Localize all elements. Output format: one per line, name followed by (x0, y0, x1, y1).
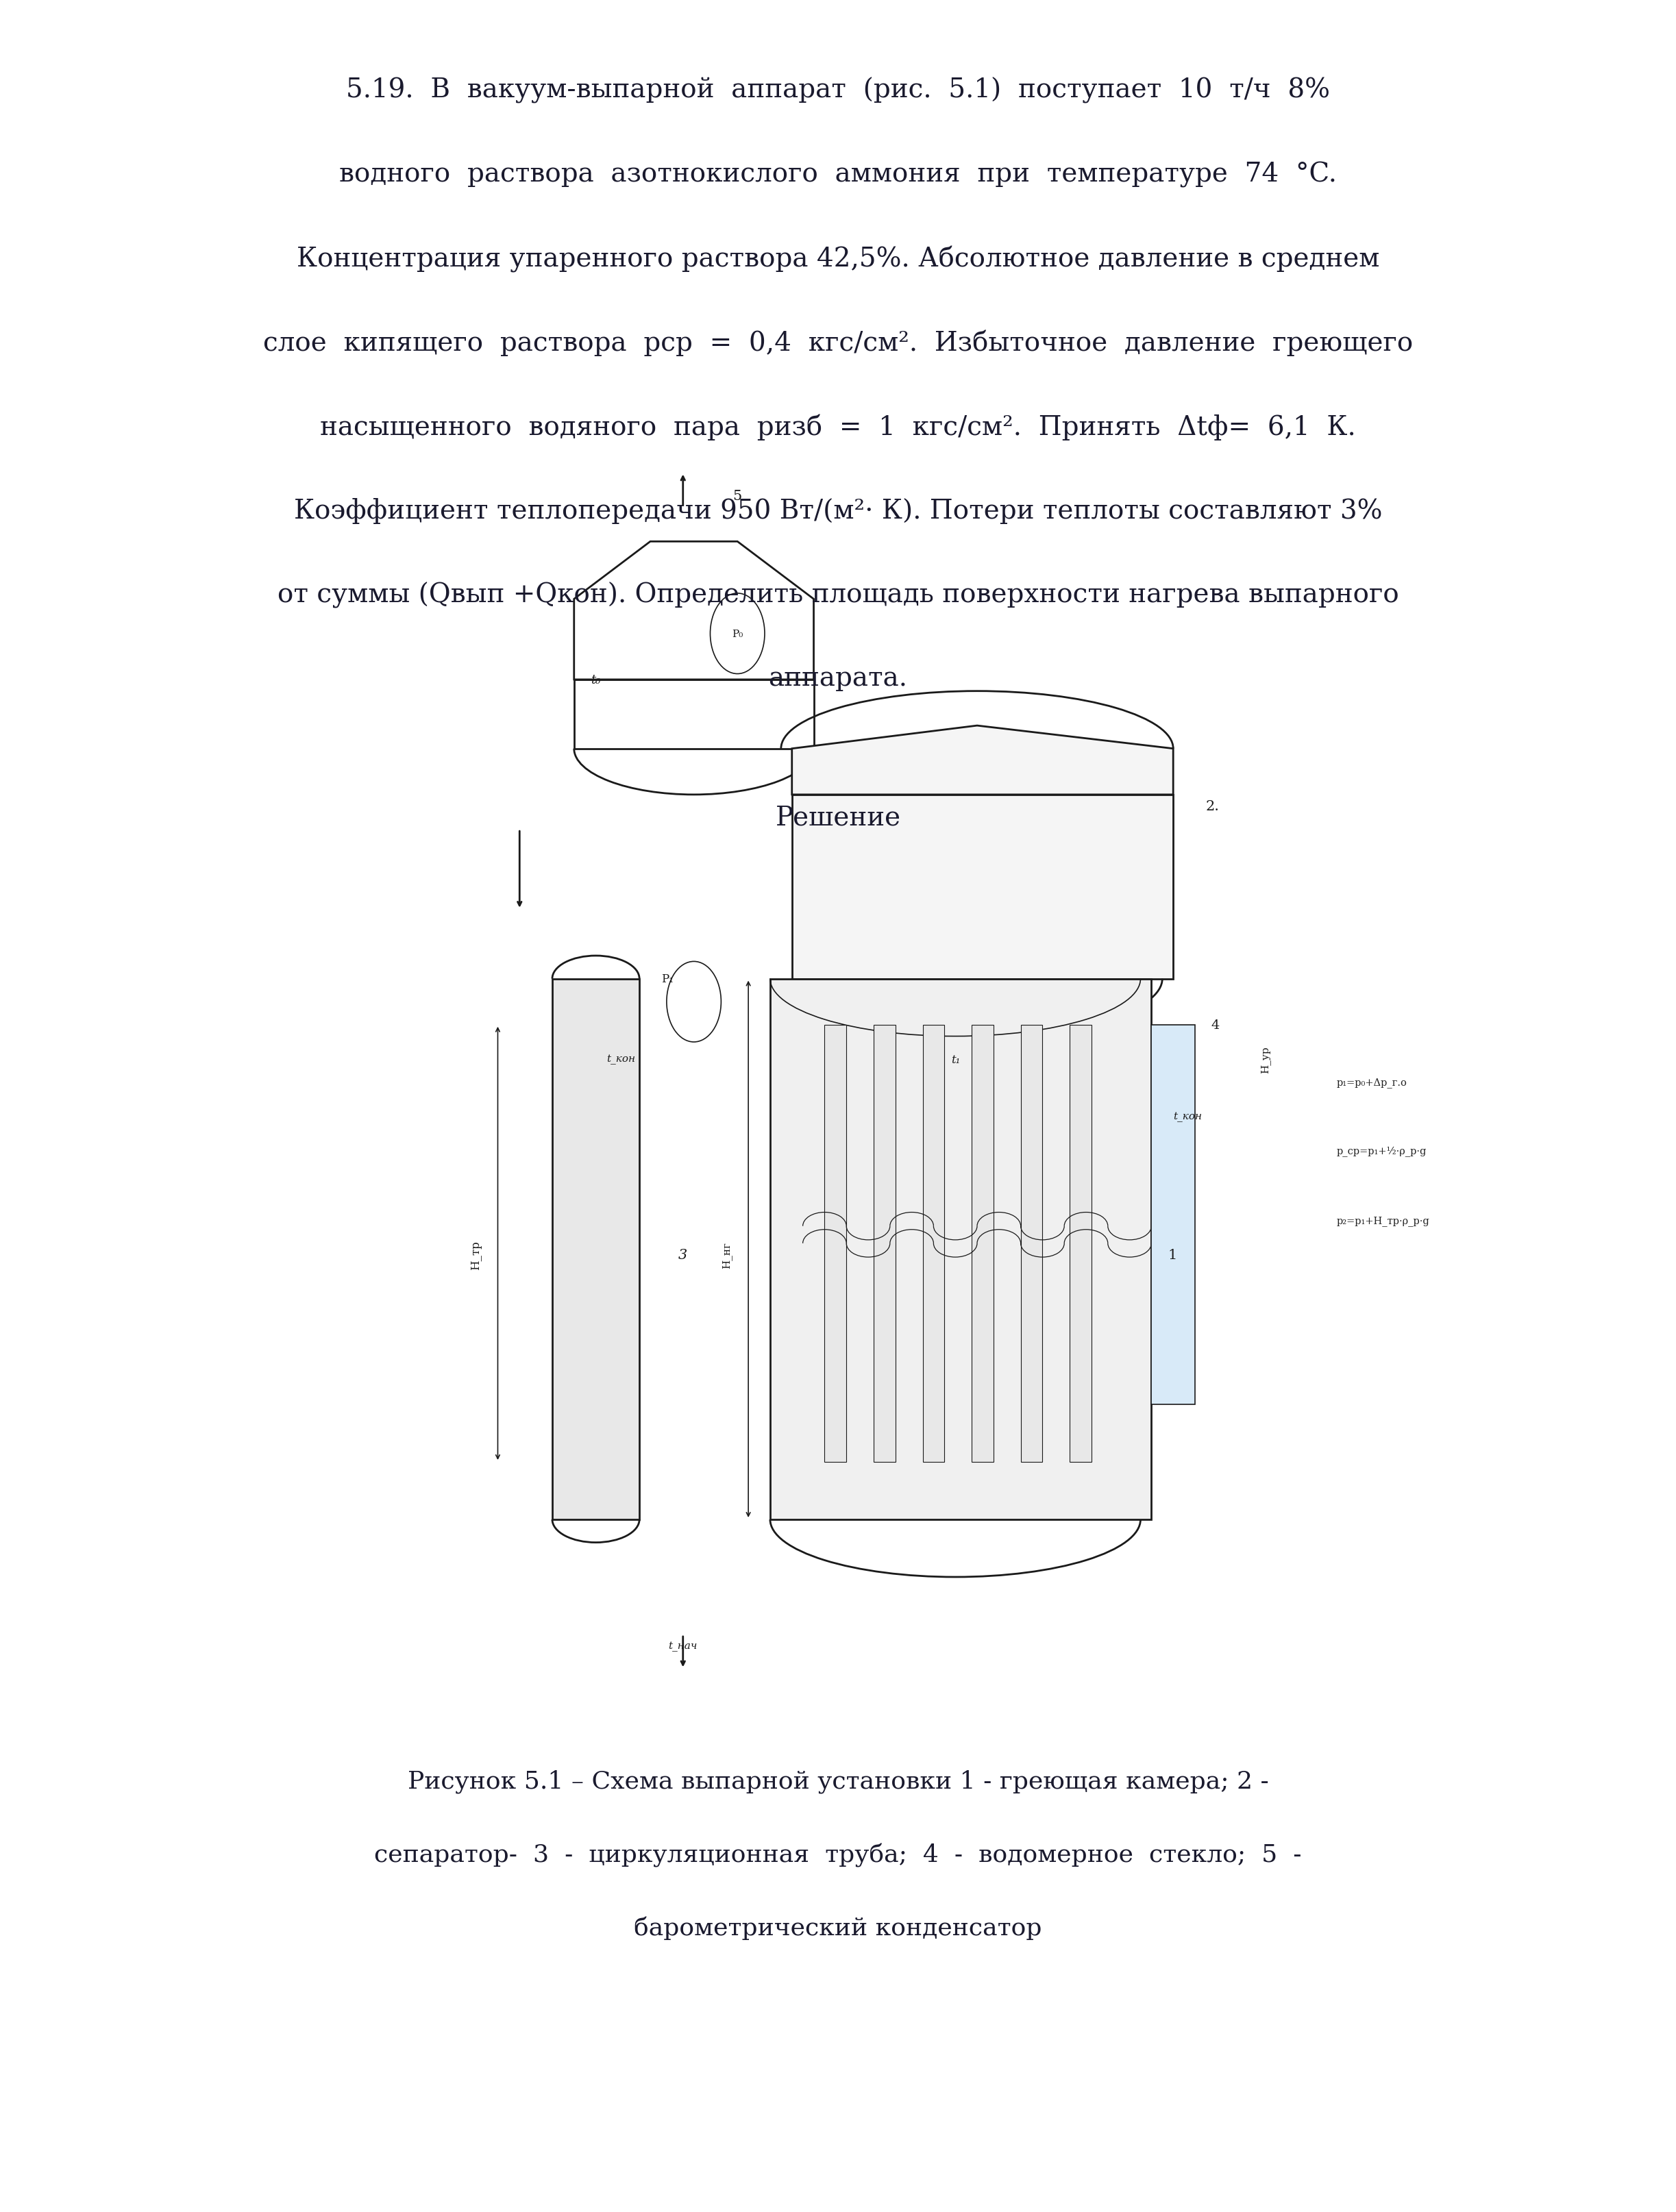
Text: слое  кипящего  раствора  pср  =  0,4  кгс/см².  Избыточное  давление  греющего: слое кипящего раствора pср = 0,4 кгс/см²… (263, 330, 1413, 356)
Text: аппарата.: аппарата. (769, 666, 907, 690)
Text: сепаратор-  3  -  циркуляционная  труба;  4  -  водомерное  стекло;  5  -: сепаратор- 3 - циркуляционная труба; 4 -… (374, 1843, 1302, 1867)
Text: от суммы (Qвып +Qкон). Определить площадь поверхности нагрева выпарного: от суммы (Qвып +Qкон). Определить площад… (277, 582, 1399, 608)
Text: барометрический конденсатор: барометрический конденсатор (634, 1916, 1042, 1940)
Text: Коэффициент теплопередачи 950 Вт/(м²· К). Потери теплоты составляют 3%: Коэффициент теплопередачи 950 Вт/(м²· К)… (293, 498, 1383, 524)
Text: p₁=p₀+Δp_г.о: p₁=p₀+Δp_г.о (1336, 1077, 1408, 1088)
Polygon shape (791, 726, 1173, 794)
Polygon shape (1151, 1024, 1195, 1405)
Text: H_нг: H_нг (721, 1241, 732, 1267)
Text: p₂=p₁+H_тр·ρ_р·g: p₂=p₁+H_тр·ρ_р·g (1336, 1214, 1430, 1225)
Polygon shape (553, 980, 639, 1520)
Text: насыщенного  водяного  пара  pизб  =  1  кгс/см².  Принять  Δtф=  6,1  К.: насыщенного водяного пара pизб = 1 кгс/с… (320, 414, 1356, 440)
Text: 2.: 2. (1205, 801, 1220, 814)
Text: 3: 3 (679, 1248, 687, 1261)
Text: t₁: t₁ (950, 1053, 960, 1066)
Polygon shape (972, 1024, 994, 1462)
Polygon shape (769, 980, 1151, 1520)
Polygon shape (825, 1024, 846, 1462)
Text: t_нач: t_нач (669, 1641, 697, 1650)
Text: Решение: Решение (776, 805, 900, 830)
Text: P₁: P₁ (660, 973, 674, 984)
Polygon shape (873, 1024, 895, 1462)
Polygon shape (922, 1024, 944, 1462)
Polygon shape (1069, 1024, 1091, 1462)
Text: Концентрация упаренного раствора 42,5%. Абсолютное давление в среднем: Концентрация упаренного раствора 42,5%. … (297, 246, 1379, 272)
Text: Рисунок 5.1 – Схема выпарной установки 1 - греющая камера; 2 -: Рисунок 5.1 – Схема выпарной установки 1… (407, 1770, 1269, 1794)
Text: 5.19.  В  вакуум-выпарной  аппарат  (рис.  5.1)  поступает  10  т/ч  8%: 5.19. В вакуум-выпарной аппарат (рис. 5.… (345, 77, 1331, 104)
Polygon shape (791, 794, 1173, 980)
Text: 1: 1 (1168, 1248, 1177, 1261)
Text: H_ур: H_ур (1260, 1046, 1270, 1073)
Text: t_кон: t_кон (607, 1055, 635, 1064)
Text: t₀: t₀ (592, 675, 600, 686)
Text: 5: 5 (732, 489, 742, 502)
Polygon shape (1021, 1024, 1042, 1462)
Text: водного  раствора  азотнокислого  аммония  при  температуре  74  °C.: водного раствора азотнокислого аммония п… (339, 161, 1337, 188)
Text: H_тр: H_тр (471, 1241, 481, 1270)
Text: P₀: P₀ (732, 628, 742, 639)
Text: 4: 4 (1212, 1020, 1220, 1031)
Text: p_ср=p₁+½·ρ_р·g: p_ср=p₁+½·ρ_р·g (1336, 1146, 1426, 1157)
Text: t_кон: t_кон (1173, 1113, 1202, 1121)
